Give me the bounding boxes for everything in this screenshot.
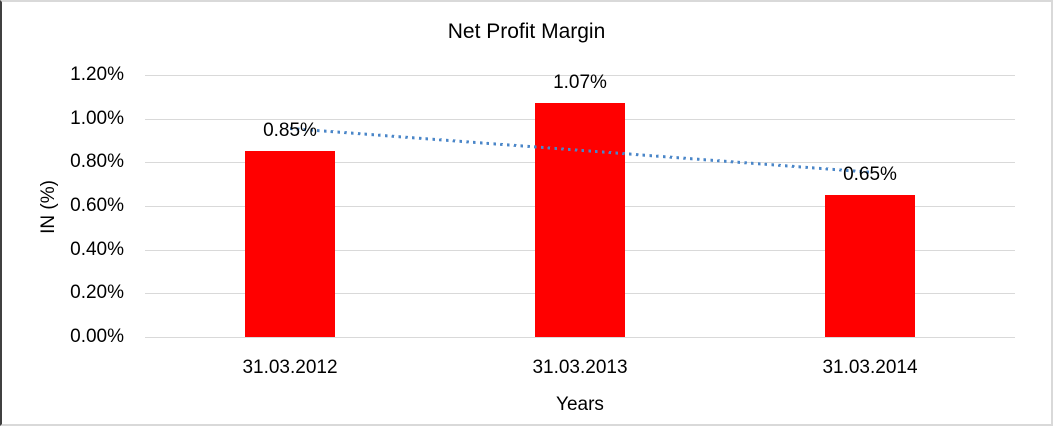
y-tick-label: 0.20% <box>70 282 124 304</box>
bar <box>245 151 335 337</box>
x-axis-title: Years <box>556 394 604 415</box>
x-category-label: 31.03.2013 <box>532 357 628 378</box>
y-tick-label: 0.60% <box>70 195 124 216</box>
x-category-label: 31.03.2012 <box>242 357 338 378</box>
gridline <box>145 75 1015 76</box>
y-tick-label: 1.00% <box>70 107 124 129</box>
bar <box>825 195 915 337</box>
y-tick-label: 0.00% <box>70 326 124 347</box>
plot-area: 0.85% 1.07% 0.65% <box>145 72 1015 338</box>
bar-value-label: 0.65% <box>843 164 897 186</box>
gridline <box>145 337 1015 338</box>
bar <box>535 103 625 337</box>
y-tick-label: 1.20% <box>70 64 124 85</box>
bar-value-label: 1.07% <box>553 72 607 94</box>
y-tick-label: 0.80% <box>70 151 124 173</box>
bar-value-label: 0.85% <box>263 120 317 142</box>
x-category-label: 31.03.2014 <box>822 357 918 378</box>
chart-title: Net Profit Margin <box>447 20 606 43</box>
y-tick-label: 0.40% <box>70 238 124 260</box>
